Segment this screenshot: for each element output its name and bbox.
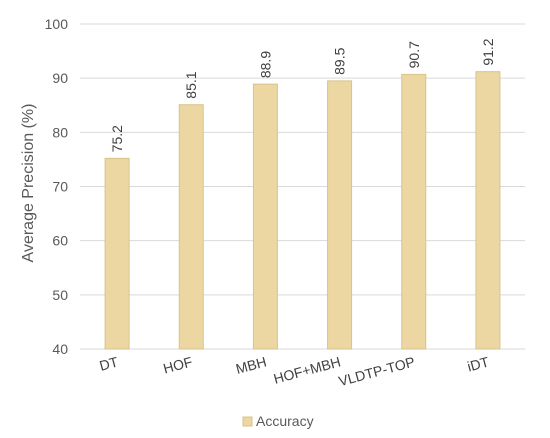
- bar: [252, 83, 278, 350]
- x-tick-label: HOF+MBH: [272, 353, 343, 386]
- data-label: 89.5: [332, 47, 348, 74]
- legend-label: Accuracy: [256, 413, 314, 429]
- y-tick-label: 90: [52, 70, 68, 86]
- y-tick-label: 60: [52, 233, 68, 249]
- x-tick-label: VLDTP-TOP: [337, 353, 417, 389]
- x-tick-label: iDT: [466, 353, 492, 374]
- data-label: 85.1: [183, 71, 199, 98]
- data-label: 75.2: [109, 125, 125, 152]
- bar: [475, 71, 501, 350]
- x-tick-label: HOF: [161, 353, 194, 376]
- x-tick-label: MBH: [234, 353, 268, 377]
- bar: [104, 157, 130, 350]
- y-tick-label: 80: [52, 124, 68, 140]
- y-axis-title: Average Precision (%): [20, 104, 37, 263]
- y-tick-label: 50: [52, 287, 68, 303]
- data-label: 91.2: [480, 38, 496, 65]
- data-label: 88.9: [257, 51, 273, 78]
- y-tick-label: 100: [45, 16, 69, 32]
- y-axis-ticks: 40 50 60 70 80 90 100: [45, 16, 69, 357]
- legend-swatch: [242, 416, 253, 427]
- data-labels: 75.2 85.1 88.9 89.5 90.7 91.2: [109, 38, 496, 152]
- y-tick-label: 40: [52, 341, 68, 357]
- gridlines: [80, 23, 525, 350]
- bar: [178, 104, 204, 350]
- bar: [401, 73, 427, 350]
- bars: [104, 71, 501, 350]
- legend: Accuracy: [242, 413, 314, 429]
- data-label: 90.7: [406, 41, 422, 68]
- y-tick-label: 70: [52, 179, 68, 195]
- bar: [327, 80, 353, 350]
- x-tick-label: DT: [98, 353, 121, 373]
